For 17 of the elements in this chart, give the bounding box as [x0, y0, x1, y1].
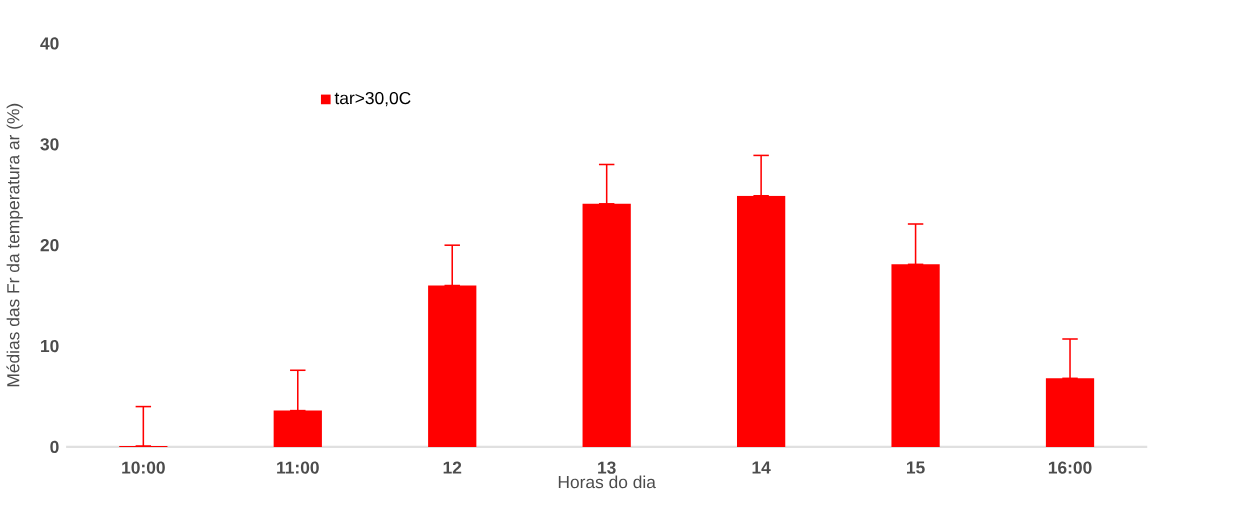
- legend-label: tar>30,0C: [334, 91, 411, 107]
- x-tick-label: 12: [443, 461, 462, 474]
- x-tick-label: 10:00: [122, 461, 165, 474]
- x-tick-label: 15: [907, 461, 925, 474]
- x-axis-title: Horas do dia: [558, 475, 656, 489]
- bar: [736, 195, 786, 447]
- x-tick-label: 14: [752, 461, 771, 474]
- bar: [582, 203, 631, 447]
- y-axis-title: Médias das Fr da temperatura ar (%): [6, 103, 23, 386]
- x-tick-label: 16:00: [1048, 461, 1092, 474]
- y-tick-label: 30: [40, 137, 59, 151]
- y-tick-label: 40: [40, 37, 59, 50]
- x-tick-label: 11:00: [277, 461, 319, 474]
- y-tick-label: 0: [50, 440, 59, 453]
- y-tick-label: 20: [40, 238, 59, 252]
- x-tick-label: 13: [598, 461, 616, 474]
- y-tick-label: 10: [41, 339, 59, 353]
